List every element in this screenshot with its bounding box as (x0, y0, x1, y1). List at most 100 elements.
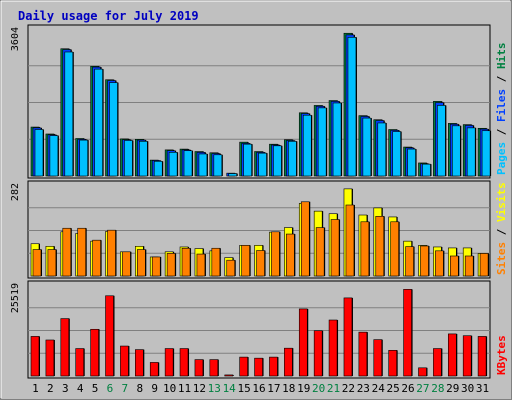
bar-sites-day-24 (375, 216, 385, 277)
bar-sites-day-10 (166, 253, 176, 277)
bar-kbytes-day-8 (135, 349, 144, 377)
x-tick-label-day-13: 13 (208, 382, 221, 395)
x-tick-label-day-8: 8 (136, 382, 143, 395)
bar-pages-day-28 (437, 105, 446, 177)
bar-pages-day-22 (347, 37, 357, 177)
bar-pages-day-19 (302, 114, 312, 177)
bar-sites-day-15 (241, 245, 250, 277)
x-tick-label-day-28: 28 (431, 382, 444, 395)
bar-sites-day-23 (360, 221, 370, 277)
bar-kbytes-day-28 (433, 348, 442, 377)
bar-sites-day-29 (449, 255, 459, 277)
bar-pages-day-10 (168, 152, 178, 177)
bar-sites-day-13 (211, 247, 221, 277)
axis-label-part: / (495, 69, 508, 89)
bar-kbytes-day-22 (343, 297, 353, 377)
bar-sites-day-3 (62, 227, 72, 277)
x-tick-label-day-18: 18 (282, 382, 295, 395)
bar-pages-day-26 (407, 148, 416, 177)
bar-pages-day-12 (198, 153, 208, 177)
panel-scale-label: 25519 (10, 283, 21, 313)
bar-kbytes-day-14 (224, 374, 234, 377)
bar-sites-day-26 (405, 246, 414, 277)
bar-pages-day-13 (213, 154, 223, 177)
bar-pages-day-17 (273, 145, 282, 177)
x-tick-label-day-14: 14 (223, 382, 237, 395)
bar-sites-day-19 (300, 201, 310, 277)
bar-kbytes-day-11 (179, 348, 189, 377)
bar-sites-day-14 (226, 259, 236, 277)
bar-pages-day-3 (64, 51, 74, 177)
x-tick-label-day-19: 19 (297, 382, 310, 395)
bar-sites-day-30 (464, 255, 474, 277)
x-tick-label-day-20: 20 (312, 382, 325, 395)
x-tick-label-day-26: 26 (401, 382, 414, 395)
bar-sites-day-12 (196, 253, 206, 277)
bar-sites-day-27 (420, 245, 429, 277)
bar-pages-day-5 (94, 68, 103, 177)
bar-kbytes-day-13 (209, 359, 219, 377)
x-tick-label-day-30: 30 (461, 382, 474, 395)
bar-kbytes-day-30 (462, 335, 472, 377)
x-tick-label-day-5: 5 (92, 382, 99, 395)
bar-kbytes-day-18 (284, 347, 293, 377)
bar-pages-day-23 (362, 117, 372, 177)
axis-label-part: Pages (495, 142, 508, 175)
bar-kbytes-day-25 (388, 350, 397, 377)
bar-kbytes-day-24 (373, 339, 383, 377)
x-tick-label-day-6: 6 (107, 382, 114, 395)
x-tick-label-day-21: 21 (327, 382, 340, 395)
chart-title: Daily usage for July 2019 (18, 9, 199, 23)
bar-pages-day-29 (451, 125, 461, 177)
bar-pages-day-2 (49, 135, 59, 177)
bar-kbytes-day-12 (194, 359, 204, 377)
x-tick-label-day-16: 16 (252, 382, 265, 395)
panel-axis-label: Pages / Files / Hits (495, 43, 508, 176)
bar-pages-day-9 (153, 161, 163, 177)
bar-sites-day-6 (107, 229, 116, 277)
x-tick-label-day-7: 7 (122, 382, 129, 395)
bar-sites-day-18 (286, 233, 295, 277)
bar-pages-day-21 (332, 102, 342, 177)
bar-pages-day-18 (288, 141, 297, 177)
axis-label-part: / (495, 222, 508, 242)
bar-kbytes-day-5 (90, 328, 99, 377)
bar-sites-day-20 (315, 227, 325, 277)
bar-sites-day-9 (151, 256, 161, 277)
bar-pages-day-7 (124, 140, 133, 177)
bar-sites-day-4 (77, 227, 87, 277)
bar-kbytes-day-27 (418, 367, 427, 377)
bar-pages-day-11 (183, 150, 193, 177)
bar-kbytes-day-29 (447, 333, 457, 377)
panel-scale-label: 3604 (10, 27, 21, 51)
bar-sites-day-22 (345, 204, 355, 277)
bar-kbytes-day-20 (313, 330, 323, 377)
bar-pages-day-1 (34, 129, 44, 177)
x-tick-label-day-11: 11 (178, 382, 191, 395)
bar-kbytes-day-15 (239, 356, 248, 377)
x-tick-label-day-2: 2 (47, 382, 54, 395)
x-tick-label-day-23: 23 (357, 382, 370, 395)
x-tick-label-day-15: 15 (237, 382, 250, 395)
panel-axis-label: Sites / Visits (495, 182, 508, 275)
axis-label-part: / (495, 122, 508, 142)
bar-sites-day-2 (47, 249, 57, 277)
x-tick-label-day-9: 9 (151, 382, 158, 395)
bar-pages-day-24 (377, 122, 387, 177)
bar-pages-day-14 (228, 173, 238, 177)
bar-kbytes-day-6 (105, 295, 114, 377)
panel-scale-label: 282 (10, 183, 21, 201)
x-tick-label-day-31: 31 (476, 382, 489, 395)
x-tick-label-day-10: 10 (163, 382, 176, 395)
panel-hits-files-pages: 3604 Pages / Files / Hits (10, 24, 508, 179)
bar-sites-day-7 (122, 251, 131, 277)
bar-pages-day-20 (317, 107, 327, 177)
x-tick-label-day-4: 4 (77, 382, 84, 395)
bar-pages-day-8 (139, 141, 148, 177)
x-tick-label-day-1: 1 (32, 382, 39, 395)
bar-pages-day-31 (481, 130, 491, 177)
x-tick-label-day-25: 25 (387, 382, 400, 395)
bar-pages-day-16 (258, 152, 267, 177)
bar-kbytes-day-21 (328, 319, 338, 377)
chart-panels: 3604 Pages / Files / Hits 282 Sites / Visit… (10, 24, 508, 379)
